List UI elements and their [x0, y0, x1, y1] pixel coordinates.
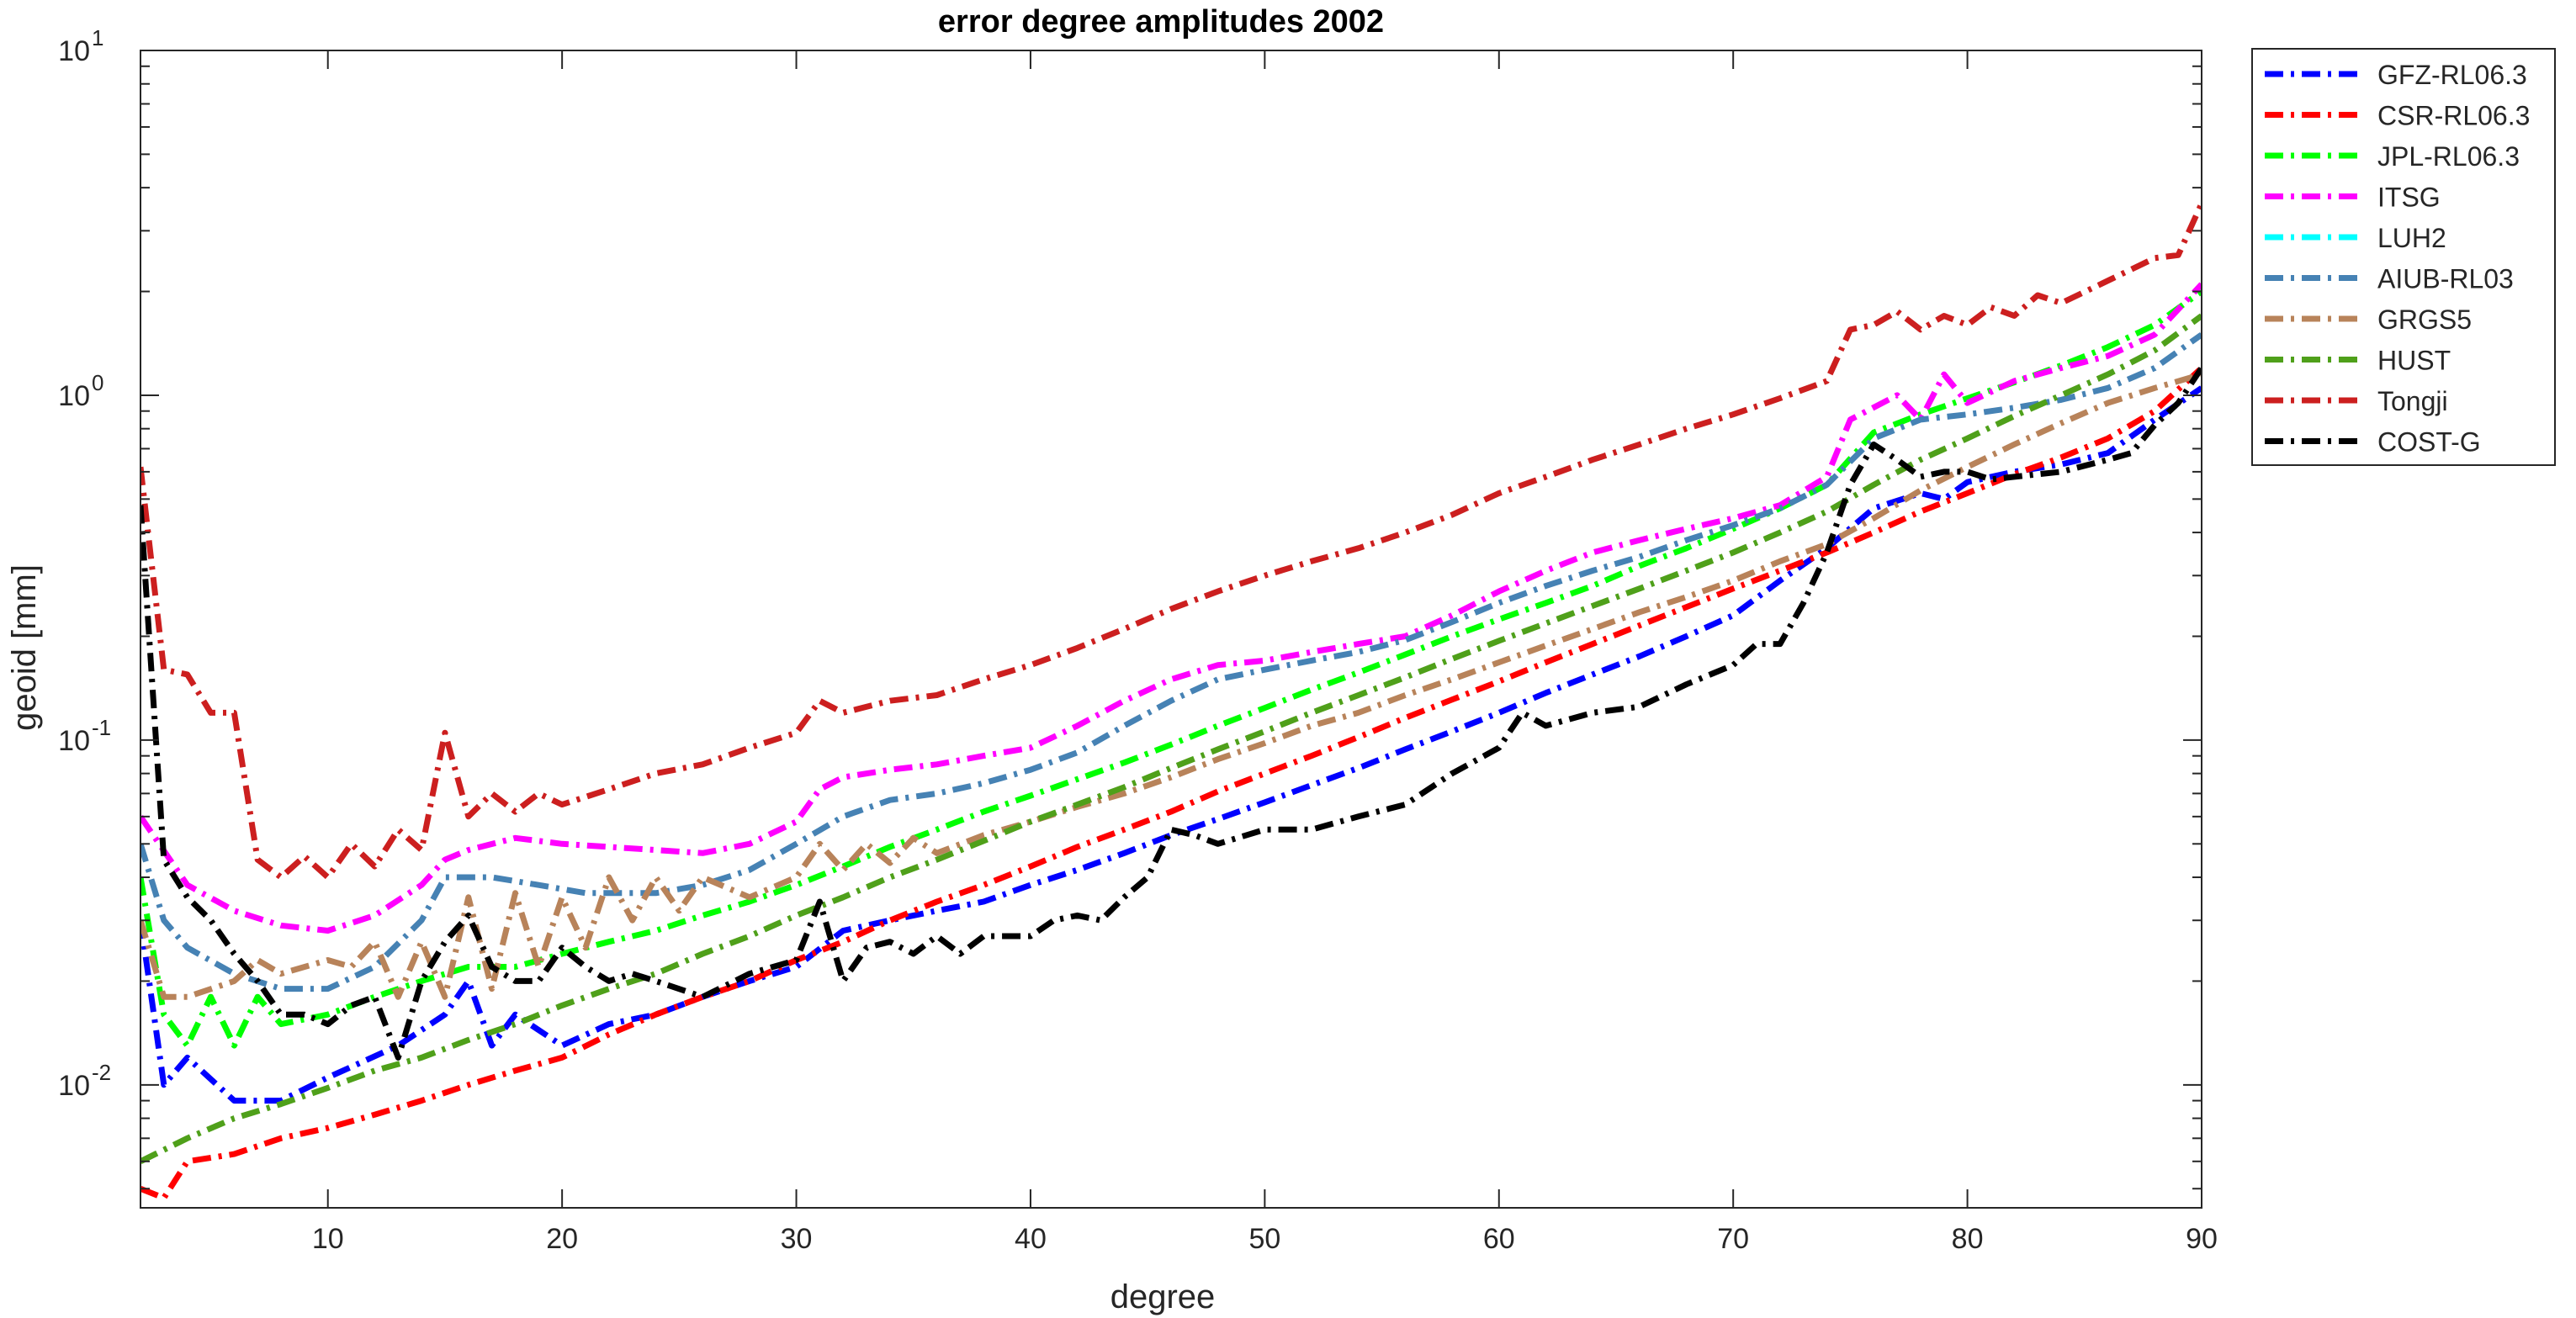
x-tick-label: 30	[781, 1223, 813, 1255]
legend-label-9: COST-G	[2377, 427, 2481, 458]
legend-label-0: GFZ-RL06.3	[2377, 60, 2527, 90]
legend-label-3: ITSG	[2377, 183, 2441, 213]
x-axis-label: degree	[1110, 1278, 1216, 1315]
y-tick-label: 10	[58, 380, 90, 412]
chart-title: error degree amplitudes 2002	[938, 4, 1384, 40]
plot-area	[140, 50, 2202, 1208]
series-line-1	[140, 365, 2202, 1201]
plot-frame	[140, 50, 2202, 1209]
x-tick-label: 80	[1952, 1223, 1984, 1255]
y-tick-label: 10	[58, 35, 90, 67]
legend-box	[2251, 48, 2556, 466]
legend-label-1: CSR-RL06.3	[2377, 101, 2530, 131]
legend-label-7: HUST	[2377, 346, 2451, 376]
x-tick-label: 40	[1015, 1223, 1047, 1255]
y-tick-label: 10	[58, 1070, 90, 1102]
x-tick-label: 20	[546, 1223, 578, 1255]
series-line-0	[140, 385, 2202, 1104]
y-axis-label: geoid [mm]	[6, 564, 43, 731]
y-tick-exponent: -2	[92, 1060, 111, 1085]
legend-label-2: JPL-RL06.3	[2377, 141, 2520, 172]
y-tick-exponent: 0	[92, 370, 103, 395]
legend-label-8: Tongji	[2377, 386, 2448, 416]
x-tick-label: 60	[1483, 1223, 1515, 1255]
x-tick-label: 50	[1248, 1223, 1280, 1255]
x-tick-label: 10	[312, 1223, 344, 1255]
y-tick-exponent: -1	[92, 715, 111, 740]
legend-label-5: AIUB-RL03	[2377, 264, 2514, 294]
series-line-9	[140, 366, 2202, 1061]
legend-label-4: LUH2	[2377, 223, 2446, 253]
legend-label-6: GRGS5	[2377, 304, 2472, 335]
x-tick-label: 90	[2186, 1223, 2218, 1255]
series-line-6	[140, 371, 2202, 1000]
y-tick-label: 10	[58, 725, 90, 757]
y-tick-exponent: 1	[92, 25, 103, 50]
series-line-3	[140, 282, 2202, 934]
series-line-5	[140, 331, 2202, 992]
x-axis: 10 20 30 40 50 60 70 80 90	[312, 50, 2218, 1255]
series-line-2	[140, 288, 2202, 1049]
series-layer	[140, 202, 2202, 1201]
x-tick-label: 70	[1717, 1223, 1749, 1255]
series-line-8	[140, 202, 2202, 881]
legend: GFZ-RL06.3 CSR-RL06.3 JPL-RL06.3 ITSG LUH2 AI…	[2251, 48, 2556, 466]
